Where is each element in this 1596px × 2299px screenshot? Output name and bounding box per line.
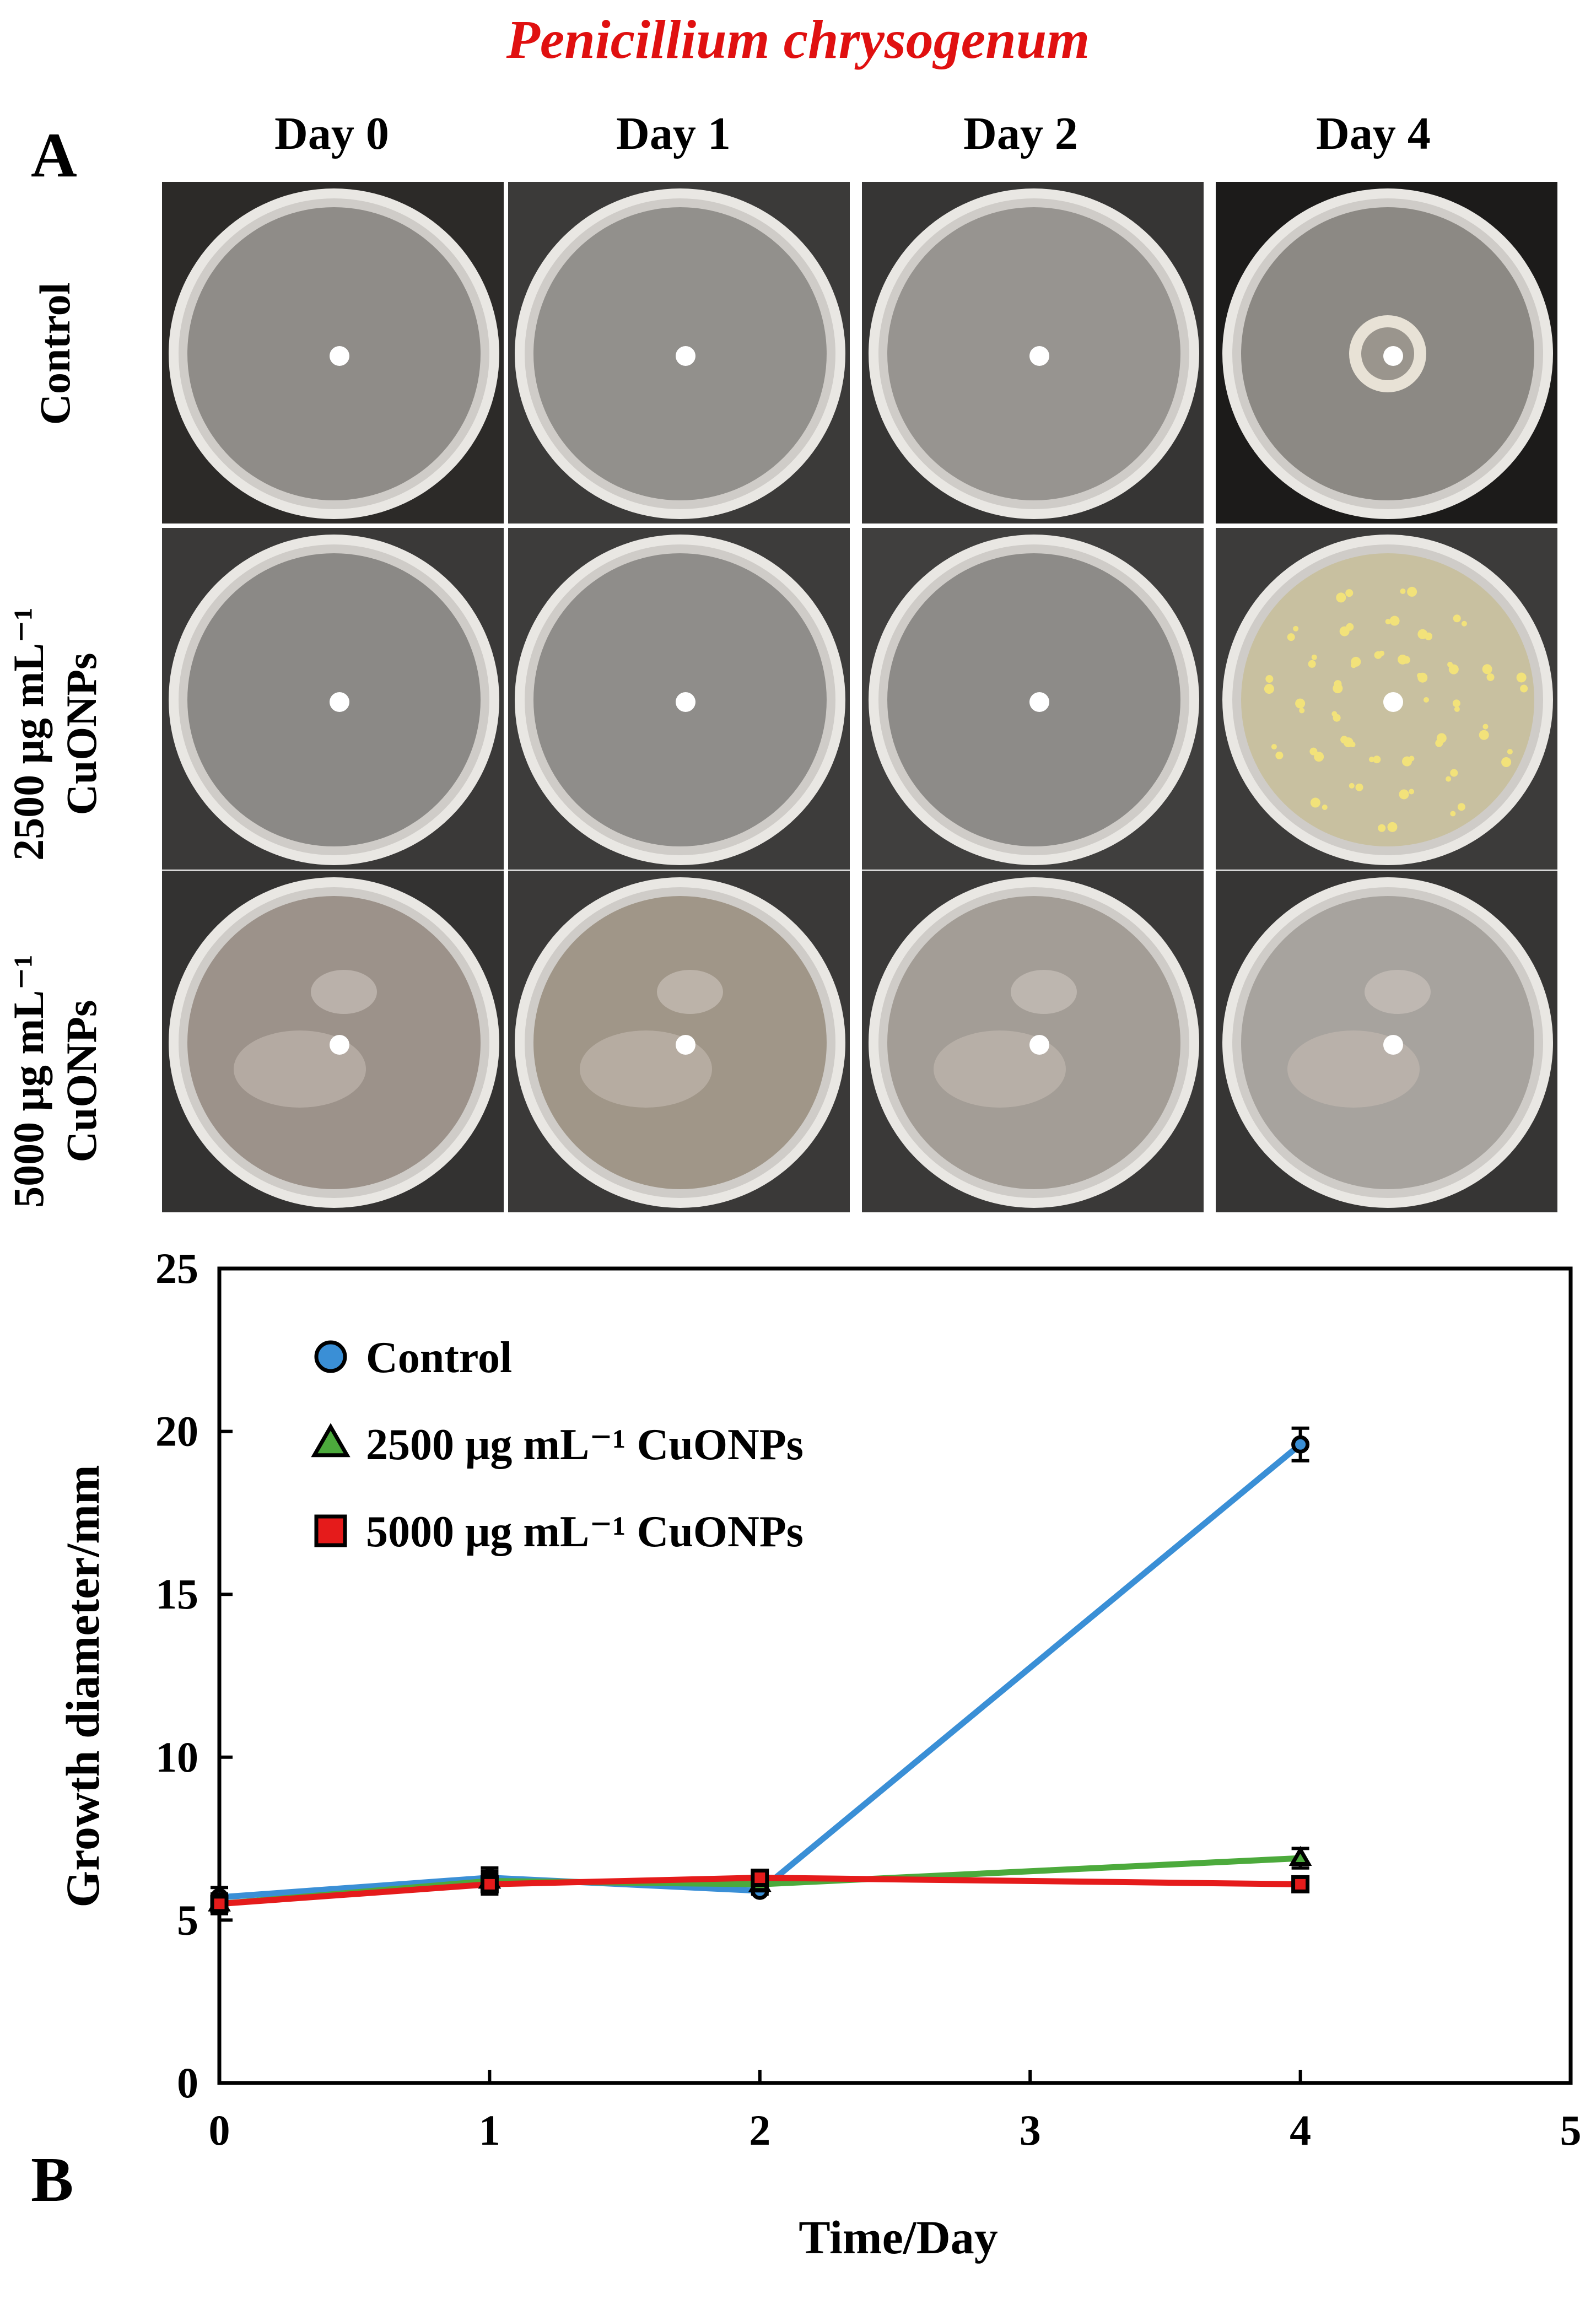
y-tick-label: 20 bbox=[155, 1407, 198, 1455]
data-point bbox=[480, 1875, 499, 1893]
x-tick-label: 4 bbox=[1290, 2106, 1311, 2154]
x-tick-label: 1 bbox=[479, 2106, 500, 2154]
x-tick-label: 2 bbox=[749, 2106, 770, 2154]
data-point bbox=[1291, 1875, 1310, 1893]
y-tick-label: 10 bbox=[155, 1733, 198, 1781]
legend-marker bbox=[314, 1340, 347, 1373]
petri-dish-photo bbox=[508, 182, 850, 524]
petri-dish-photo bbox=[508, 528, 850, 870]
legend-label: Control bbox=[366, 1334, 512, 1382]
data-point bbox=[751, 1869, 769, 1887]
plot-frame bbox=[217, 1266, 1573, 2085]
figure-title: Penicillium chrysogenum bbox=[506, 9, 1090, 70]
petri-dish-photo bbox=[1216, 528, 1557, 870]
petri-dish-photo bbox=[162, 528, 504, 870]
column-header-day-2: Day 2 bbox=[963, 108, 1078, 159]
x-tick-label: 0 bbox=[209, 2106, 230, 2154]
petri-dish-photo bbox=[862, 871, 1204, 1212]
legend-marker bbox=[314, 1514, 347, 1547]
petri-dish-photo bbox=[862, 528, 1204, 870]
y-axis-title: Growth diameter/mm bbox=[56, 1465, 109, 1908]
petri-dish-photo bbox=[862, 182, 1204, 524]
y-tick-label: 5 bbox=[177, 1896, 198, 1944]
x-axis-title: Time/Day bbox=[799, 2211, 998, 2264]
data-point bbox=[210, 1895, 229, 1913]
legend-label: 5000 μg mL⁻¹ CuONPs bbox=[366, 1508, 804, 1556]
y-tick-label: 25 bbox=[155, 1244, 198, 1292]
legend-label: 2500 μg mL⁻¹ CuONPs bbox=[366, 1421, 804, 1469]
legend-marker bbox=[311, 1423, 351, 1458]
petri-dish-photo bbox=[1216, 871, 1557, 1212]
column-header-day-1: Day 1 bbox=[616, 108, 731, 159]
series-line bbox=[219, 1875, 1301, 1907]
x-tick-label: 3 bbox=[1020, 2106, 1041, 2154]
y-tick-label: 15 bbox=[155, 1570, 198, 1618]
x-tick-label: 5 bbox=[1560, 2106, 1582, 2154]
column-header-day-0: Day 0 bbox=[274, 108, 389, 159]
data-point bbox=[1291, 1435, 1310, 1454]
petri-dish-photo bbox=[508, 871, 850, 1212]
data-point bbox=[1288, 1845, 1312, 1866]
y-tick-label: 0 bbox=[177, 2059, 198, 2107]
petri-dish-photo bbox=[162, 871, 504, 1212]
petri-dish-photo bbox=[1216, 182, 1557, 524]
panel-a-label: A bbox=[31, 120, 77, 191]
column-header-day-4: Day 4 bbox=[1316, 108, 1431, 159]
petri-dish-photo bbox=[162, 182, 504, 524]
panel-b-label: B bbox=[31, 2145, 74, 2215]
